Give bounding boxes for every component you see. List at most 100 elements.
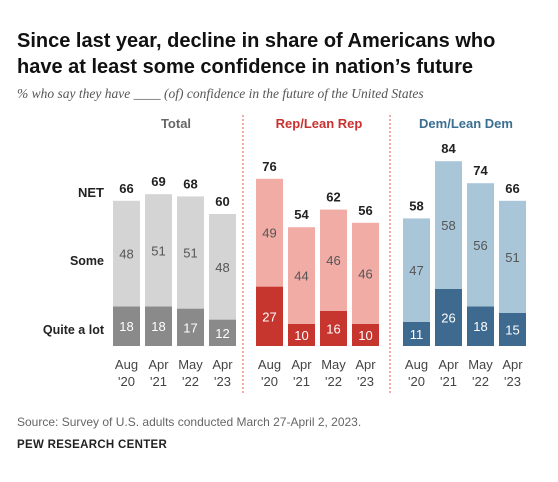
tick-label-year: '20: [118, 374, 135, 389]
data-label-some: 51: [505, 250, 519, 265]
data-label-net: 76: [262, 159, 276, 174]
bar-some: [352, 222, 379, 324]
data-label-net: 68: [183, 176, 197, 191]
tick-label-month: Aug: [115, 357, 138, 372]
data-label-some: 58: [441, 218, 455, 233]
data-label-net: 66: [505, 181, 519, 196]
tick-label-year: '21: [150, 374, 167, 389]
bar-some: [403, 218, 430, 322]
bar-quite-a-lot: [499, 313, 526, 346]
bar-some: [288, 227, 315, 324]
data-label-net: 58: [409, 198, 423, 213]
bar-quite-a-lot: [288, 324, 315, 346]
tick-label-year: '21: [440, 374, 457, 389]
tick-label-year: '23: [504, 374, 521, 389]
data-label-some: 48: [119, 247, 133, 262]
bar-some: [177, 196, 204, 309]
data-label-quite-a-lot: 11: [410, 327, 424, 342]
row-label-net: NET: [78, 185, 104, 200]
bar-quite-a-lot: [467, 306, 494, 346]
data-label-quite-a-lot: 10: [358, 328, 372, 343]
tick-label-month: Apr: [148, 357, 169, 372]
tick-label-year: '22: [325, 374, 342, 389]
bar-some: [145, 194, 172, 307]
bar-some: [209, 214, 236, 320]
data-label-some: 44: [294, 269, 308, 284]
data-label-net: 84: [441, 141, 456, 156]
tick-label-month: May: [321, 357, 346, 372]
data-label-some: 56: [473, 238, 487, 253]
bar-quite-a-lot: [177, 308, 204, 346]
data-label-some: 46: [326, 253, 340, 268]
data-label-quite-a-lot: 10: [294, 328, 308, 343]
bar-some: [256, 178, 283, 287]
data-label-net: 60: [215, 194, 229, 209]
row-label-some: Some: [70, 254, 104, 268]
data-label-net: 69: [151, 174, 165, 189]
bar-quite-a-lot: [352, 324, 379, 346]
bar-quite-a-lot: [113, 306, 140, 346]
panel-title: Dem/Lean Dem: [419, 116, 513, 131]
bar-some: [435, 161, 462, 289]
source-text: Survey of U.S. adults conducted March 27…: [62, 415, 362, 429]
bar-some: [499, 200, 526, 313]
row-label-quite-a-lot: Quite a lot: [43, 323, 105, 337]
bar-some: [320, 209, 347, 311]
panel-1: Total 18 48 66 Aug '20 18 51 69 Apr '21 17 51 68 May '2…: [113, 116, 236, 389]
panel-2: Rep/Lean Rep 27 49 76 Aug '20 10 44 54 Apr '21 16 46…: [256, 116, 379, 389]
source-note: Source: Survey of U.S. adults conducted …: [17, 415, 361, 429]
tick-label-year: '22: [472, 374, 489, 389]
data-label-some: 46: [358, 266, 372, 281]
data-label-quite-a-lot: 18: [119, 319, 133, 334]
chart-panels: Total 18 48 66 Aug '20 18 51 69 Apr '21 17 51 68 May '2…: [113, 116, 526, 389]
tick-label-month: Apr: [291, 357, 312, 372]
data-label-quite-a-lot: 18: [151, 319, 165, 334]
chart-subtitle: % who say they have ____ (of) confidence…: [17, 86, 424, 101]
source-prefix: Source:: [17, 415, 62, 429]
tick-label-year: '22: [182, 374, 199, 389]
panel-title: Total: [161, 116, 191, 131]
tick-label-month: Apr: [502, 357, 523, 372]
bar-quite-a-lot: [403, 321, 430, 346]
tick-label-month: Apr: [355, 357, 376, 372]
tick-label-month: May: [178, 357, 203, 372]
chart-title-line-2: have at least some confidence in nation’…: [17, 56, 473, 78]
chart-title-line-1: Since last year, decline in share of Ame…: [17, 30, 495, 52]
bar-quite-a-lot: [145, 306, 172, 346]
bar-quite-a-lot: [209, 319, 236, 346]
tick-label-month: May: [468, 357, 493, 372]
bar-quite-a-lot: [435, 288, 462, 346]
data-label-net: 74: [473, 163, 488, 178]
tick-label-month: Aug: [258, 357, 281, 372]
data-label-some: 51: [183, 246, 197, 261]
organization-name: PEW RESEARCH CENTER: [17, 439, 167, 451]
data-label-quite-a-lot: 18: [473, 319, 487, 334]
bar-quite-a-lot: [320, 310, 347, 346]
tick-label-year: '20: [261, 374, 278, 389]
tick-label-year: '23: [214, 374, 231, 389]
panel-3: Dem/Lean Dem 11 47 58 Aug '20 26 58 84 Apr '21 18 56…: [403, 116, 526, 389]
tick-label-month: Apr: [212, 357, 233, 372]
data-label-quite-a-lot: 17: [183, 320, 197, 335]
data-label-quite-a-lot: 16: [326, 321, 340, 336]
bar-quite-a-lot: [256, 286, 283, 346]
bar-some: [467, 183, 494, 307]
data-label-quite-a-lot: 27: [262, 309, 276, 324]
data-label-some: 49: [262, 226, 276, 241]
data-label-some: 48: [215, 260, 229, 275]
tick-label-month: Aug: [405, 357, 428, 372]
tick-label-year: '23: [357, 374, 374, 389]
data-label-some: 51: [151, 243, 165, 258]
data-label-some: 47: [409, 263, 423, 278]
data-label-net: 66: [119, 181, 133, 196]
panel-title: Rep/Lean Rep: [276, 116, 363, 131]
tick-label-year: '20: [408, 374, 425, 389]
tick-label-year: '21: [293, 374, 310, 389]
bar-some: [113, 200, 140, 307]
data-label-net: 56: [358, 203, 372, 218]
data-label-net: 54: [294, 207, 309, 222]
data-label-net: 62: [326, 190, 340, 205]
data-label-quite-a-lot: 12: [215, 326, 229, 341]
tick-label-month: Apr: [438, 357, 459, 372]
